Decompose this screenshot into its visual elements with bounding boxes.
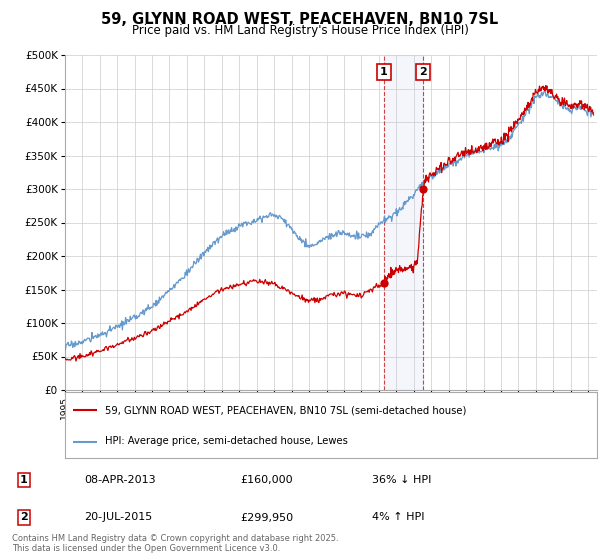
Text: 2: 2: [419, 67, 427, 77]
Text: 36% ↓ HPI: 36% ↓ HPI: [372, 475, 431, 485]
Text: 08-APR-2013: 08-APR-2013: [84, 475, 155, 485]
Bar: [383, 55, 424, 390]
Text: 4% ↑ HPI: 4% ↑ HPI: [372, 512, 425, 522]
Text: Price paid vs. HM Land Registry's House Price Index (HPI): Price paid vs. HM Land Registry's House …: [131, 24, 469, 37]
Text: 20-JUL-2015: 20-JUL-2015: [84, 512, 152, 522]
Text: HPI: Average price, semi-detached house, Lewes: HPI: Average price, semi-detached house,…: [105, 436, 347, 446]
Text: Contains HM Land Registry data © Crown copyright and database right 2025.
This d: Contains HM Land Registry data © Crown c…: [12, 534, 338, 553]
Text: 2: 2: [20, 512, 28, 522]
Text: 59, GLYNN ROAD WEST, PEACEHAVEN, BN10 7SL: 59, GLYNN ROAD WEST, PEACEHAVEN, BN10 7S…: [101, 12, 499, 27]
Text: 1: 1: [20, 475, 28, 485]
Text: £299,950: £299,950: [240, 512, 293, 522]
Text: 59, GLYNN ROAD WEST, PEACEHAVEN, BN10 7SL (semi-detached house): 59, GLYNN ROAD WEST, PEACEHAVEN, BN10 7S…: [105, 405, 466, 416]
Text: 1: 1: [380, 67, 388, 77]
Text: £160,000: £160,000: [240, 475, 293, 485]
